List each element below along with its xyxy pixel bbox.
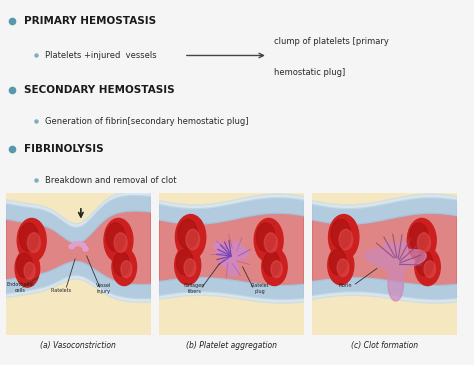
Ellipse shape [418, 233, 430, 253]
Text: Platelets: Platelets [50, 288, 71, 293]
Text: PRIMARY HEMOSTASIS: PRIMARY HEMOSTASIS [24, 16, 156, 26]
Text: (c) Clot formation: (c) Clot formation [351, 341, 418, 350]
Ellipse shape [176, 249, 193, 275]
Text: Breakdown and removal of clot: Breakdown and removal of clot [45, 176, 176, 185]
Text: Endothelial
cells: Endothelial cells [6, 282, 34, 293]
Text: Platelets +injured  vessels: Platelets +injured vessels [45, 51, 156, 60]
Text: SECONDARY HEMOSTASIS: SECONDARY HEMOSTASIS [24, 85, 174, 95]
Ellipse shape [407, 218, 436, 262]
Ellipse shape [69, 244, 74, 249]
Text: (a) Vasoconstriction: (a) Vasoconstriction [40, 341, 116, 350]
Ellipse shape [113, 251, 129, 276]
Ellipse shape [77, 241, 82, 246]
Ellipse shape [27, 233, 40, 253]
Text: Platelet
plug: Platelet plug [251, 283, 269, 293]
Ellipse shape [262, 248, 287, 285]
Ellipse shape [415, 248, 440, 285]
Polygon shape [365, 242, 426, 301]
Ellipse shape [15, 250, 40, 287]
Ellipse shape [19, 223, 38, 251]
Ellipse shape [114, 233, 127, 253]
Ellipse shape [416, 251, 433, 276]
Ellipse shape [17, 253, 33, 277]
Ellipse shape [17, 218, 46, 262]
Ellipse shape [184, 259, 196, 276]
Ellipse shape [175, 215, 206, 260]
Ellipse shape [121, 261, 132, 278]
Text: Fibrin: Fibrin [338, 283, 352, 288]
Ellipse shape [81, 243, 86, 247]
Ellipse shape [175, 246, 201, 285]
Ellipse shape [264, 233, 277, 253]
Ellipse shape [263, 251, 280, 276]
Ellipse shape [410, 223, 428, 251]
Polygon shape [214, 242, 248, 276]
Ellipse shape [83, 247, 88, 251]
Ellipse shape [106, 223, 125, 251]
Ellipse shape [24, 262, 35, 279]
Text: Collagen
fibers: Collagen fibers [184, 283, 206, 293]
Ellipse shape [337, 259, 349, 276]
Ellipse shape [331, 219, 351, 249]
Text: Vessel
injury: Vessel injury [96, 283, 112, 293]
Ellipse shape [104, 218, 133, 262]
Ellipse shape [329, 249, 346, 275]
Ellipse shape [424, 261, 436, 278]
Text: clump of platelets [primary: clump of platelets [primary [274, 37, 389, 46]
Ellipse shape [339, 229, 353, 250]
Ellipse shape [271, 261, 283, 278]
Ellipse shape [328, 246, 354, 285]
Ellipse shape [254, 218, 283, 262]
Text: FIBRINOLYSIS: FIBRINOLYSIS [24, 144, 103, 154]
Ellipse shape [186, 229, 200, 250]
Text: Generation of fibrin[secondary hemostatic plug]: Generation of fibrin[secondary hemostati… [45, 117, 248, 126]
Text: (b) Platelet aggregation: (b) Platelet aggregation [186, 341, 276, 350]
Ellipse shape [112, 248, 137, 285]
Ellipse shape [256, 223, 275, 251]
Ellipse shape [73, 242, 78, 246]
Ellipse shape [328, 215, 359, 260]
Text: hemostatic plug]: hemostatic plug] [274, 68, 345, 77]
Ellipse shape [178, 219, 198, 249]
